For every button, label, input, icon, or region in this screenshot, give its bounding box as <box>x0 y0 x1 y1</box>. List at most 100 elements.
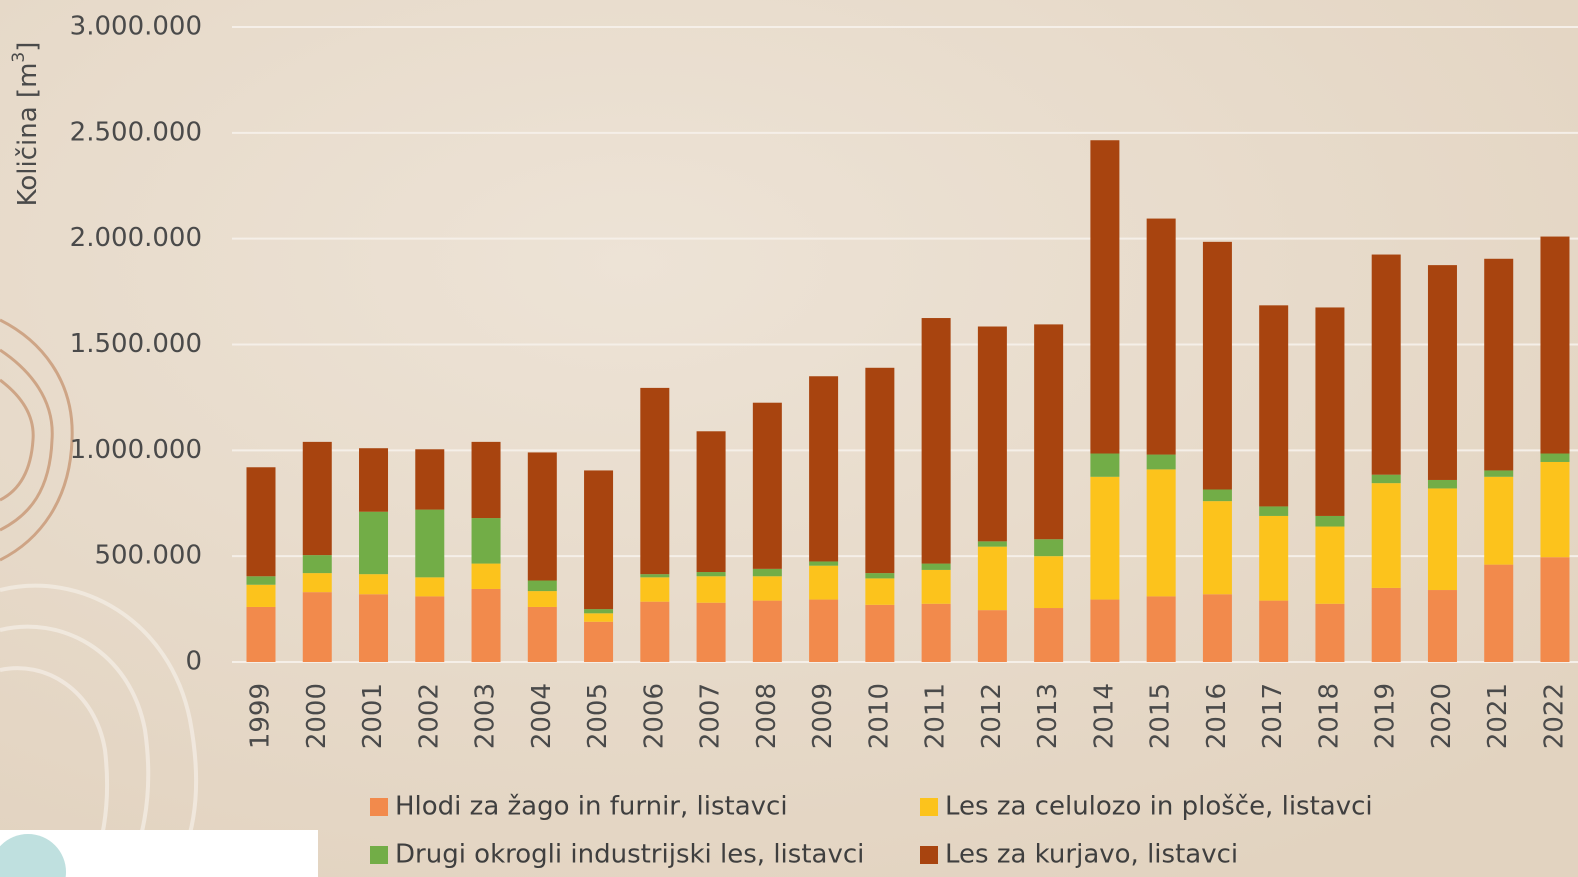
x-tick-label: 2012 <box>977 683 1007 749</box>
x-tick-label: 2018 <box>1314 683 1344 749</box>
x-tick-label: 2008 <box>752 683 782 749</box>
x-tick-label: 2000 <box>302 683 332 749</box>
bar-segment <box>1484 476 1514 565</box>
x-tick-label: 2022 <box>1539 683 1569 749</box>
bar-segment <box>1427 479 1457 489</box>
x-tick-label: 2007 <box>696 683 726 749</box>
x-tick-label: 2019 <box>1371 683 1401 749</box>
inset-icon <box>0 834 66 877</box>
bar-segment <box>1540 557 1570 662</box>
bar-segment <box>809 376 839 562</box>
legend-label: Drugi okrogli industrijski les, listavci <box>395 840 864 870</box>
bar-segment <box>865 604 895 662</box>
bar-segment <box>584 613 614 622</box>
bar-segment <box>809 599 839 662</box>
bar-segment <box>415 449 445 510</box>
x-tick-label: 2015 <box>1146 683 1176 749</box>
bar-segment <box>921 603 951 662</box>
legend-swatch <box>370 846 388 864</box>
bar-segment <box>527 591 557 607</box>
x-tick-label: 2009 <box>808 683 838 749</box>
bar-segment <box>359 594 389 662</box>
bar-segment <box>1146 596 1176 662</box>
bar-segment <box>1371 483 1401 588</box>
bar-segment <box>584 470 614 610</box>
bar-segment <box>1259 600 1289 662</box>
bar-segment <box>1484 564 1514 662</box>
bar-segment <box>359 574 389 595</box>
bar-segment <box>1034 324 1064 540</box>
legend-swatch <box>920 798 938 816</box>
bar-segment <box>1090 453 1120 477</box>
bar-segment <box>977 546 1007 611</box>
bar-segment <box>246 576 276 585</box>
bar-segment <box>640 574 670 578</box>
bar-segment <box>1540 461 1570 558</box>
bar-segment <box>246 584 276 607</box>
x-tick-label: 2016 <box>1202 683 1232 749</box>
x-tick-label: 2011 <box>921 683 951 749</box>
y-axis-label: Količina [m3] <box>9 42 43 207</box>
bar-segment <box>1540 453 1570 462</box>
bar-segment <box>640 387 670 575</box>
bar-segment <box>415 577 445 597</box>
x-tick-label: 2020 <box>1427 683 1457 749</box>
bar-segment <box>752 568 782 577</box>
bar-segment <box>471 563 501 589</box>
bar-segment <box>640 577 670 602</box>
bar-segment <box>1484 470 1514 477</box>
bar-segment <box>359 448 389 512</box>
bar-segment <box>696 572 726 577</box>
bar-segment <box>1034 556 1064 609</box>
bar-segment <box>471 441 501 519</box>
bar-segment <box>809 565 839 600</box>
bar-segment <box>1202 489 1232 502</box>
bar-segment <box>1315 526 1345 604</box>
bar-segment <box>1202 501 1232 595</box>
bar-segment <box>302 592 332 662</box>
y-tick-label: 3.000.000 <box>70 12 202 42</box>
bar-segment <box>1090 140 1120 454</box>
legend-label: Hlodi za žago in furnir, listavci <box>395 792 788 822</box>
x-tick-label: 2010 <box>864 683 894 749</box>
bar-segment <box>865 573 895 579</box>
bar-segment <box>415 509 445 578</box>
bar-segment <box>1146 454 1176 470</box>
bar-segment <box>696 576 726 603</box>
bar-segment <box>1315 307 1345 516</box>
x-tick-label: 2003 <box>471 683 501 749</box>
bar-segment <box>1034 539 1064 557</box>
bar-segment <box>246 606 276 662</box>
bar-segment <box>1371 254 1401 475</box>
x-tick-label: 2005 <box>583 683 613 749</box>
wood-rings-decoration <box>0 318 74 562</box>
bar-segment <box>809 561 839 566</box>
y-tick-label: 2.500.000 <box>70 117 202 147</box>
bar-segment <box>1146 469 1176 597</box>
bar-segment <box>921 569 951 604</box>
bar-segment <box>696 602 726 662</box>
y-tick-label: 2.000.000 <box>70 223 202 253</box>
bar-segment <box>752 576 782 601</box>
legend-label: Les za celulozo in plošče, listavci <box>945 792 1373 822</box>
bar-segment <box>415 596 445 662</box>
bar-segment <box>471 588 501 662</box>
bar-segment <box>921 318 951 564</box>
bar-segment <box>471 518 501 564</box>
bar-segment <box>696 431 726 573</box>
y-tick-label: 1.500.000 <box>70 329 202 359</box>
bar-segment <box>865 367 895 574</box>
bar-segment <box>584 621 614 662</box>
bar-segment <box>1540 236 1570 454</box>
bar-segment <box>302 573 332 593</box>
x-tick-label: 2014 <box>1089 683 1119 749</box>
bar-segment <box>921 563 951 570</box>
y-tick-label: 1.000.000 <box>70 435 202 465</box>
bar-segment <box>527 606 557 662</box>
bar-segment <box>1259 506 1289 516</box>
bar-segment <box>1146 218 1176 455</box>
bar-segment <box>1427 590 1457 662</box>
x-tick-label: 2021 <box>1483 683 1513 749</box>
legend-swatch <box>920 846 938 864</box>
